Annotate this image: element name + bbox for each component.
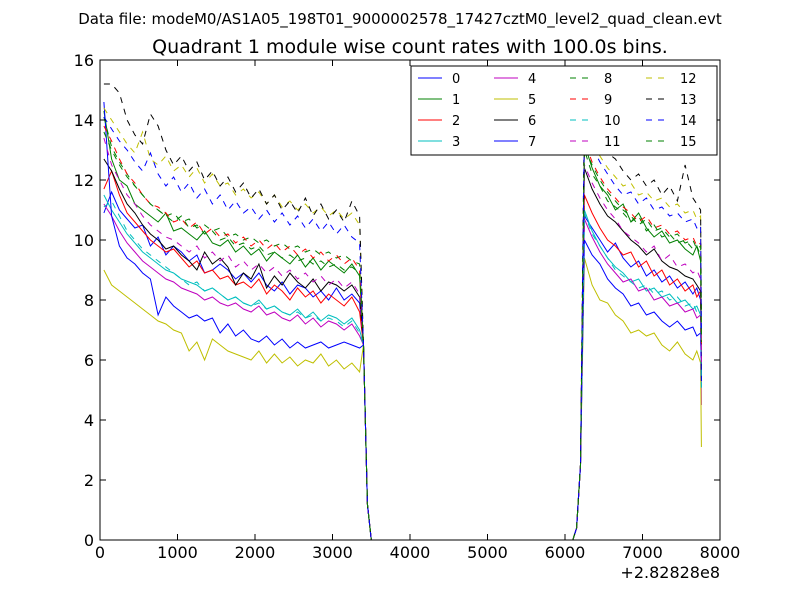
y-tick-label: 12: [74, 171, 94, 190]
y-tick-label: 16: [74, 51, 94, 70]
legend-item-11: 11: [570, 135, 621, 150]
legend-item-13: 13: [646, 93, 697, 108]
legend-label: 8: [604, 72, 612, 87]
legend-frame: [410, 65, 718, 156]
legend-item-4: 4: [494, 72, 536, 87]
legend-item-0: 0: [418, 72, 460, 87]
x-offset-label: +2.82828e8: [620, 563, 720, 582]
legend-item-1: 1: [418, 93, 460, 108]
plot-frame: [99, 59, 721, 541]
x-tick-label: 3000: [312, 543, 353, 562]
legend-label: 13: [680, 93, 697, 108]
legend-item-14: 14: [646, 114, 697, 129]
x-tick-label: 8000: [700, 543, 741, 562]
legend-label: 3: [452, 135, 460, 150]
y-tick-label: 4: [84, 411, 94, 430]
legend-item-5: 5: [494, 93, 536, 108]
legend-label: 2: [452, 114, 460, 129]
legend-item-15: 15: [646, 135, 697, 150]
x-tick-label: 0: [95, 543, 105, 562]
ticks-layer: 0 1000 2000 3000 4000 5000 6000 7000 80000246810…: [74, 51, 741, 562]
y-tick-label: 14: [74, 111, 94, 130]
legend-label: 0: [452, 72, 460, 87]
x-tick-label: 7000: [622, 543, 663, 562]
x-tick-label: 6000: [545, 543, 586, 562]
y-tick-label: 6: [84, 351, 94, 370]
y-tick-label: 10: [74, 231, 94, 250]
figure-suptitle: Data file: modeM0/AS1A05_198T01_90000025…: [78, 10, 722, 29]
legend-label: 12: [680, 72, 697, 87]
series-line-9: [103, 125, 702, 541]
x-tick-label: 2000: [235, 543, 276, 562]
legend-item-10: 10: [570, 114, 621, 129]
y-tick-label: 0: [84, 531, 94, 550]
legend-label: 14: [680, 114, 697, 129]
legend-label: 10: [604, 114, 621, 129]
y-tick-label: 8: [84, 291, 94, 310]
legend-item-3: 3: [418, 135, 460, 150]
legend-label: 1: [452, 93, 460, 108]
x-tick-label: 1000: [157, 543, 198, 562]
y-tick-label: 2: [84, 471, 94, 490]
legend-item-6: 6: [494, 114, 536, 129]
legend-label: 9: [604, 93, 612, 108]
legend-item-8: 8: [570, 72, 612, 87]
chart-title: Quadrant 1 module wise count rates with …: [152, 36, 668, 58]
legend-label: 15: [680, 135, 697, 150]
legend-label: 5: [528, 93, 536, 108]
legend-item-2: 2: [418, 114, 460, 129]
legend-item-9: 9: [570, 93, 612, 108]
legend-label: 7: [528, 135, 536, 150]
legend-item-7: 7: [494, 135, 536, 150]
x-tick-label: 5000: [467, 543, 508, 562]
x-tick-label: 4000: [390, 543, 431, 562]
legend-item-12: 12: [646, 72, 697, 87]
legend-label: 4: [528, 72, 536, 87]
legend-label: 6: [528, 114, 536, 129]
series-line-14: [103, 116, 702, 541]
legend-label: 11: [604, 135, 621, 150]
